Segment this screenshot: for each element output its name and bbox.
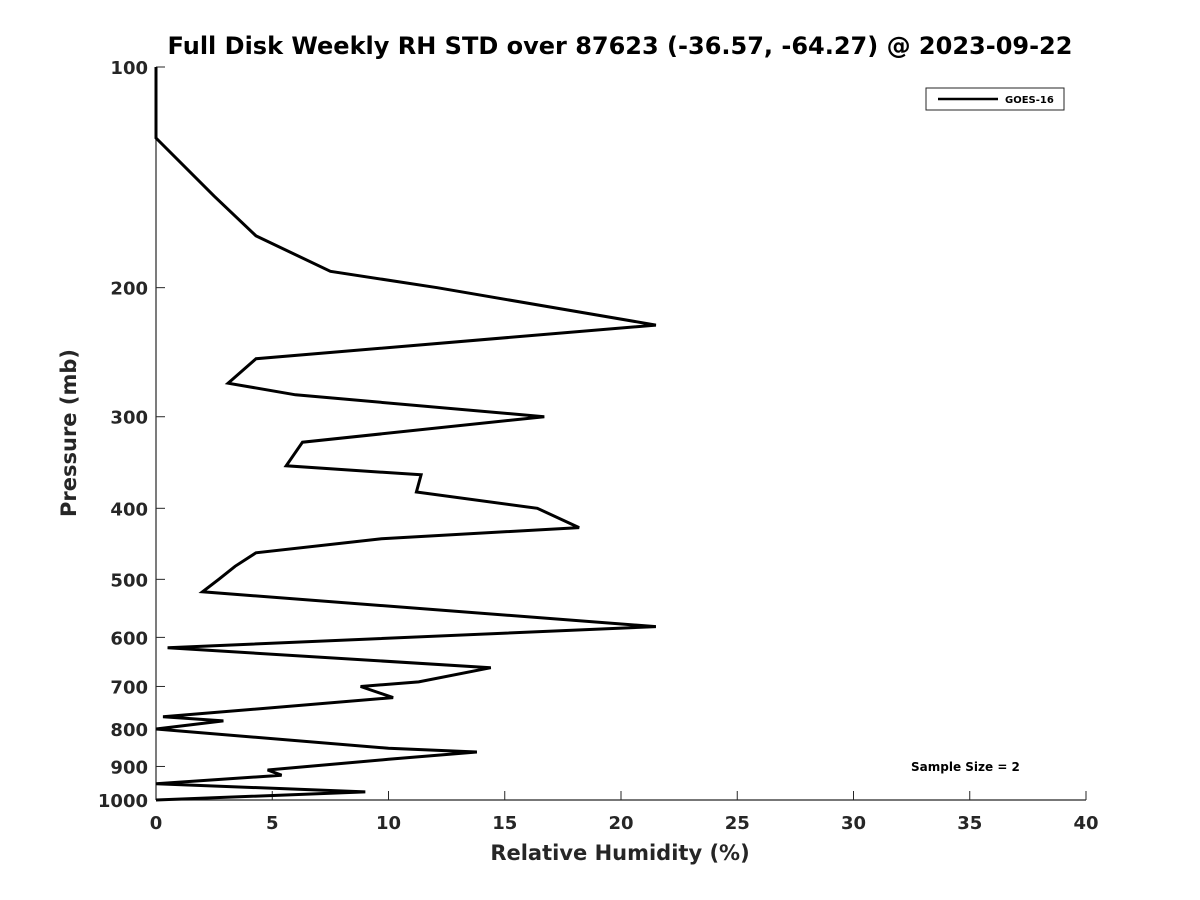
x-tick-label: 40 (1073, 813, 1098, 834)
y-tick-label: 400 (110, 499, 148, 520)
y-tick-label: 300 (110, 408, 148, 429)
y-tick-label: 700 (110, 677, 148, 698)
y-tick-label: 800 (110, 720, 148, 741)
y-tick-label: 1000 (98, 791, 148, 812)
chart-title: Full Disk Weekly RH STD over 87623 (-36.… (168, 32, 1073, 60)
x-tick-label: 30 (841, 813, 866, 834)
y-tick-label: 100 (110, 58, 148, 79)
legend: GOES-16 (925, 87, 1065, 111)
axes (155, 67, 1086, 801)
x-tick-label: 35 (957, 813, 982, 834)
x-ticks: 0 5 10 15 20 25 30 35 40 (150, 791, 1099, 834)
x-tick-label: 15 (492, 813, 517, 834)
series-layer (154, 67, 657, 802)
y-axis-label: Pressure (mb) (57, 349, 81, 517)
x-tick-label: 25 (725, 813, 750, 834)
y-tick-label: 200 (110, 279, 148, 300)
sample-size-annotation: Sample Size = 2 (911, 760, 1020, 774)
series-line-goes-16 (154, 67, 657, 802)
legend-entry-goes-16: GOES-16 (1005, 95, 1054, 106)
y-ticks: 100 200 300 400 500 600 700 800 900 1000 (98, 58, 165, 812)
x-tick-label: 5 (266, 813, 279, 834)
x-tick-label: 10 (376, 813, 401, 834)
y-tick-label: 900 (110, 757, 148, 778)
y-tick-label: 500 (110, 570, 148, 591)
y-tick-label: 600 (110, 628, 148, 649)
x-axis-label: Relative Humidity (%) (490, 841, 749, 865)
x-tick-label: 20 (608, 813, 633, 834)
x-tick-label: 0 (150, 813, 163, 834)
